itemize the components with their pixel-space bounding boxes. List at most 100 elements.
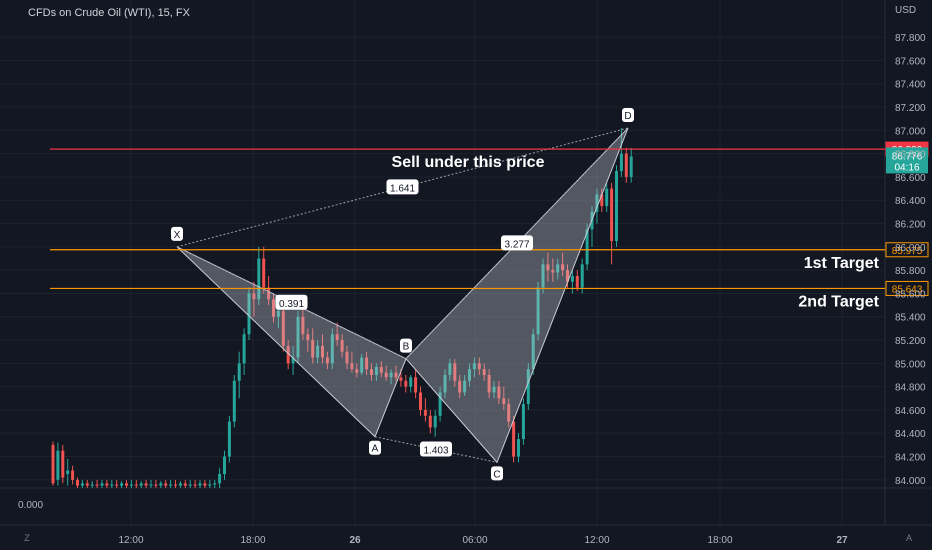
candle-body: [360, 357, 364, 373]
candle-body: [66, 470, 70, 475]
candle-body: [482, 369, 486, 375]
candle-body: [257, 258, 261, 300]
candle-body: [365, 357, 369, 370]
candle-body: [394, 372, 398, 378]
indicator-value: 0.000: [18, 500, 44, 511]
auto-scale-button[interactable]: A: [905, 533, 912, 543]
x-axis: 12:00 18:00 26 06:00 12:00 18:00 27: [118, 535, 848, 546]
x-tick-label: 06:00: [462, 535, 487, 546]
y-tick-label: 86.200: [895, 220, 926, 231]
candle-body: [272, 299, 275, 317]
candle-body: [139, 483, 143, 486]
candle-body: [477, 363, 481, 370]
candle-body: [71, 470, 75, 480]
candle-body: [51, 444, 55, 484]
candle-body: [330, 334, 334, 364]
candle-body: [453, 363, 457, 381]
candle-body: [247, 293, 251, 335]
ratio-label-bg: [275, 294, 308, 310]
candle-body: [237, 363, 241, 381]
candle-body: [262, 258, 266, 288]
candle-body: [610, 188, 614, 242]
y-tick-label: 85.000: [895, 359, 926, 370]
candle-body: [100, 483, 104, 486]
candle-body: [218, 474, 222, 484]
candle-body: [335, 334, 339, 341]
candle-body: [110, 484, 114, 486]
y-tick-label: 86.600: [895, 173, 926, 184]
candle-body: [507, 404, 511, 422]
level-tag-target1: 85.975: [892, 246, 923, 257]
candle-body: [174, 484, 177, 486]
candle-body: [90, 484, 94, 486]
x-tick-label: 12:00: [584, 535, 609, 546]
candle-body: [120, 483, 124, 486]
candle-body: [428, 415, 432, 428]
candle-body: [370, 369, 373, 375]
candle-body: [159, 483, 163, 486]
candle-body: [61, 450, 65, 478]
candle-body: [517, 439, 520, 457]
y-tick-label: 86.000: [895, 243, 926, 254]
y-axis: 84.000 84.200 84.400 84.600 84.800 85.000 85.2…: [895, 33, 926, 487]
candle-body: [423, 409, 427, 416]
candle-body: [575, 275, 579, 288]
candle-body: [125, 483, 128, 486]
candle-body: [458, 380, 462, 393]
last-price-label: 86.776: [892, 151, 923, 162]
y-tick-label: 84.200: [895, 453, 926, 464]
candle-body: [619, 153, 623, 172]
ratio-label-bg: [420, 441, 452, 457]
y-tick-label: 87.200: [895, 103, 926, 114]
candle-body: [419, 392, 422, 410]
candle-body: [232, 380, 236, 422]
candle-body: [345, 351, 349, 364]
candle-body: [546, 264, 550, 271]
y-tick-label: 87.400: [895, 80, 926, 91]
candle-body: [531, 334, 535, 370]
candle-body: [497, 386, 501, 399]
ratio-label: 0.391: [279, 299, 304, 310]
candle-body: [463, 380, 467, 393]
y-tick-label: 87.600: [895, 56, 926, 67]
candle-body: [76, 479, 79, 486]
y-tick-label: 84.600: [895, 406, 926, 417]
x-tick-label: 18:00: [240, 535, 265, 546]
candle-body: [551, 270, 555, 273]
y-tick-label: 87.000: [895, 126, 926, 137]
x-tick-label: 26: [349, 535, 361, 546]
candle-body: [566, 270, 569, 282]
grid: [0, 0, 885, 525]
candle-body: [80, 483, 84, 486]
candle-body: [624, 153, 628, 177]
candle-body: [169, 484, 173, 486]
candle-body: [605, 188, 609, 207]
point-label-x: X: [174, 230, 181, 241]
point-label-d: D: [624, 111, 631, 122]
last-price-countdown: 04:16: [894, 162, 919, 173]
candle-body: [115, 484, 119, 486]
candle-body: [213, 483, 217, 485]
candle-body: [85, 483, 89, 486]
candle-body: [585, 229, 589, 265]
candle-body: [208, 484, 212, 486]
last-price-bg: [886, 147, 928, 174]
level-tag-bg: [885, 242, 929, 258]
annotations: X A B C D 0.391 1.641 1.403 3.277 Sell under this…: [171, 108, 880, 481]
chart-title: CFDs on Crude Oil (WTI), 15, FX: [28, 7, 190, 19]
point-label-c: C: [493, 469, 500, 480]
x-tick-label: 12:00: [118, 535, 143, 546]
ratio-label: 1.641: [390, 183, 415, 194]
candle-body: [242, 334, 246, 364]
candle-body: [198, 483, 202, 486]
candle-body: [468, 369, 471, 381]
candle-body: [188, 484, 192, 486]
point-label-b: B: [403, 342, 410, 353]
candle-body: [472, 363, 476, 370]
ratio-label: 3.277: [504, 239, 529, 250]
candle-body: [144, 483, 148, 486]
candle-body: [306, 334, 310, 341]
log-scale-button[interactable]: Z: [24, 533, 30, 543]
annotation-sell: Sell under this price: [392, 154, 545, 171]
